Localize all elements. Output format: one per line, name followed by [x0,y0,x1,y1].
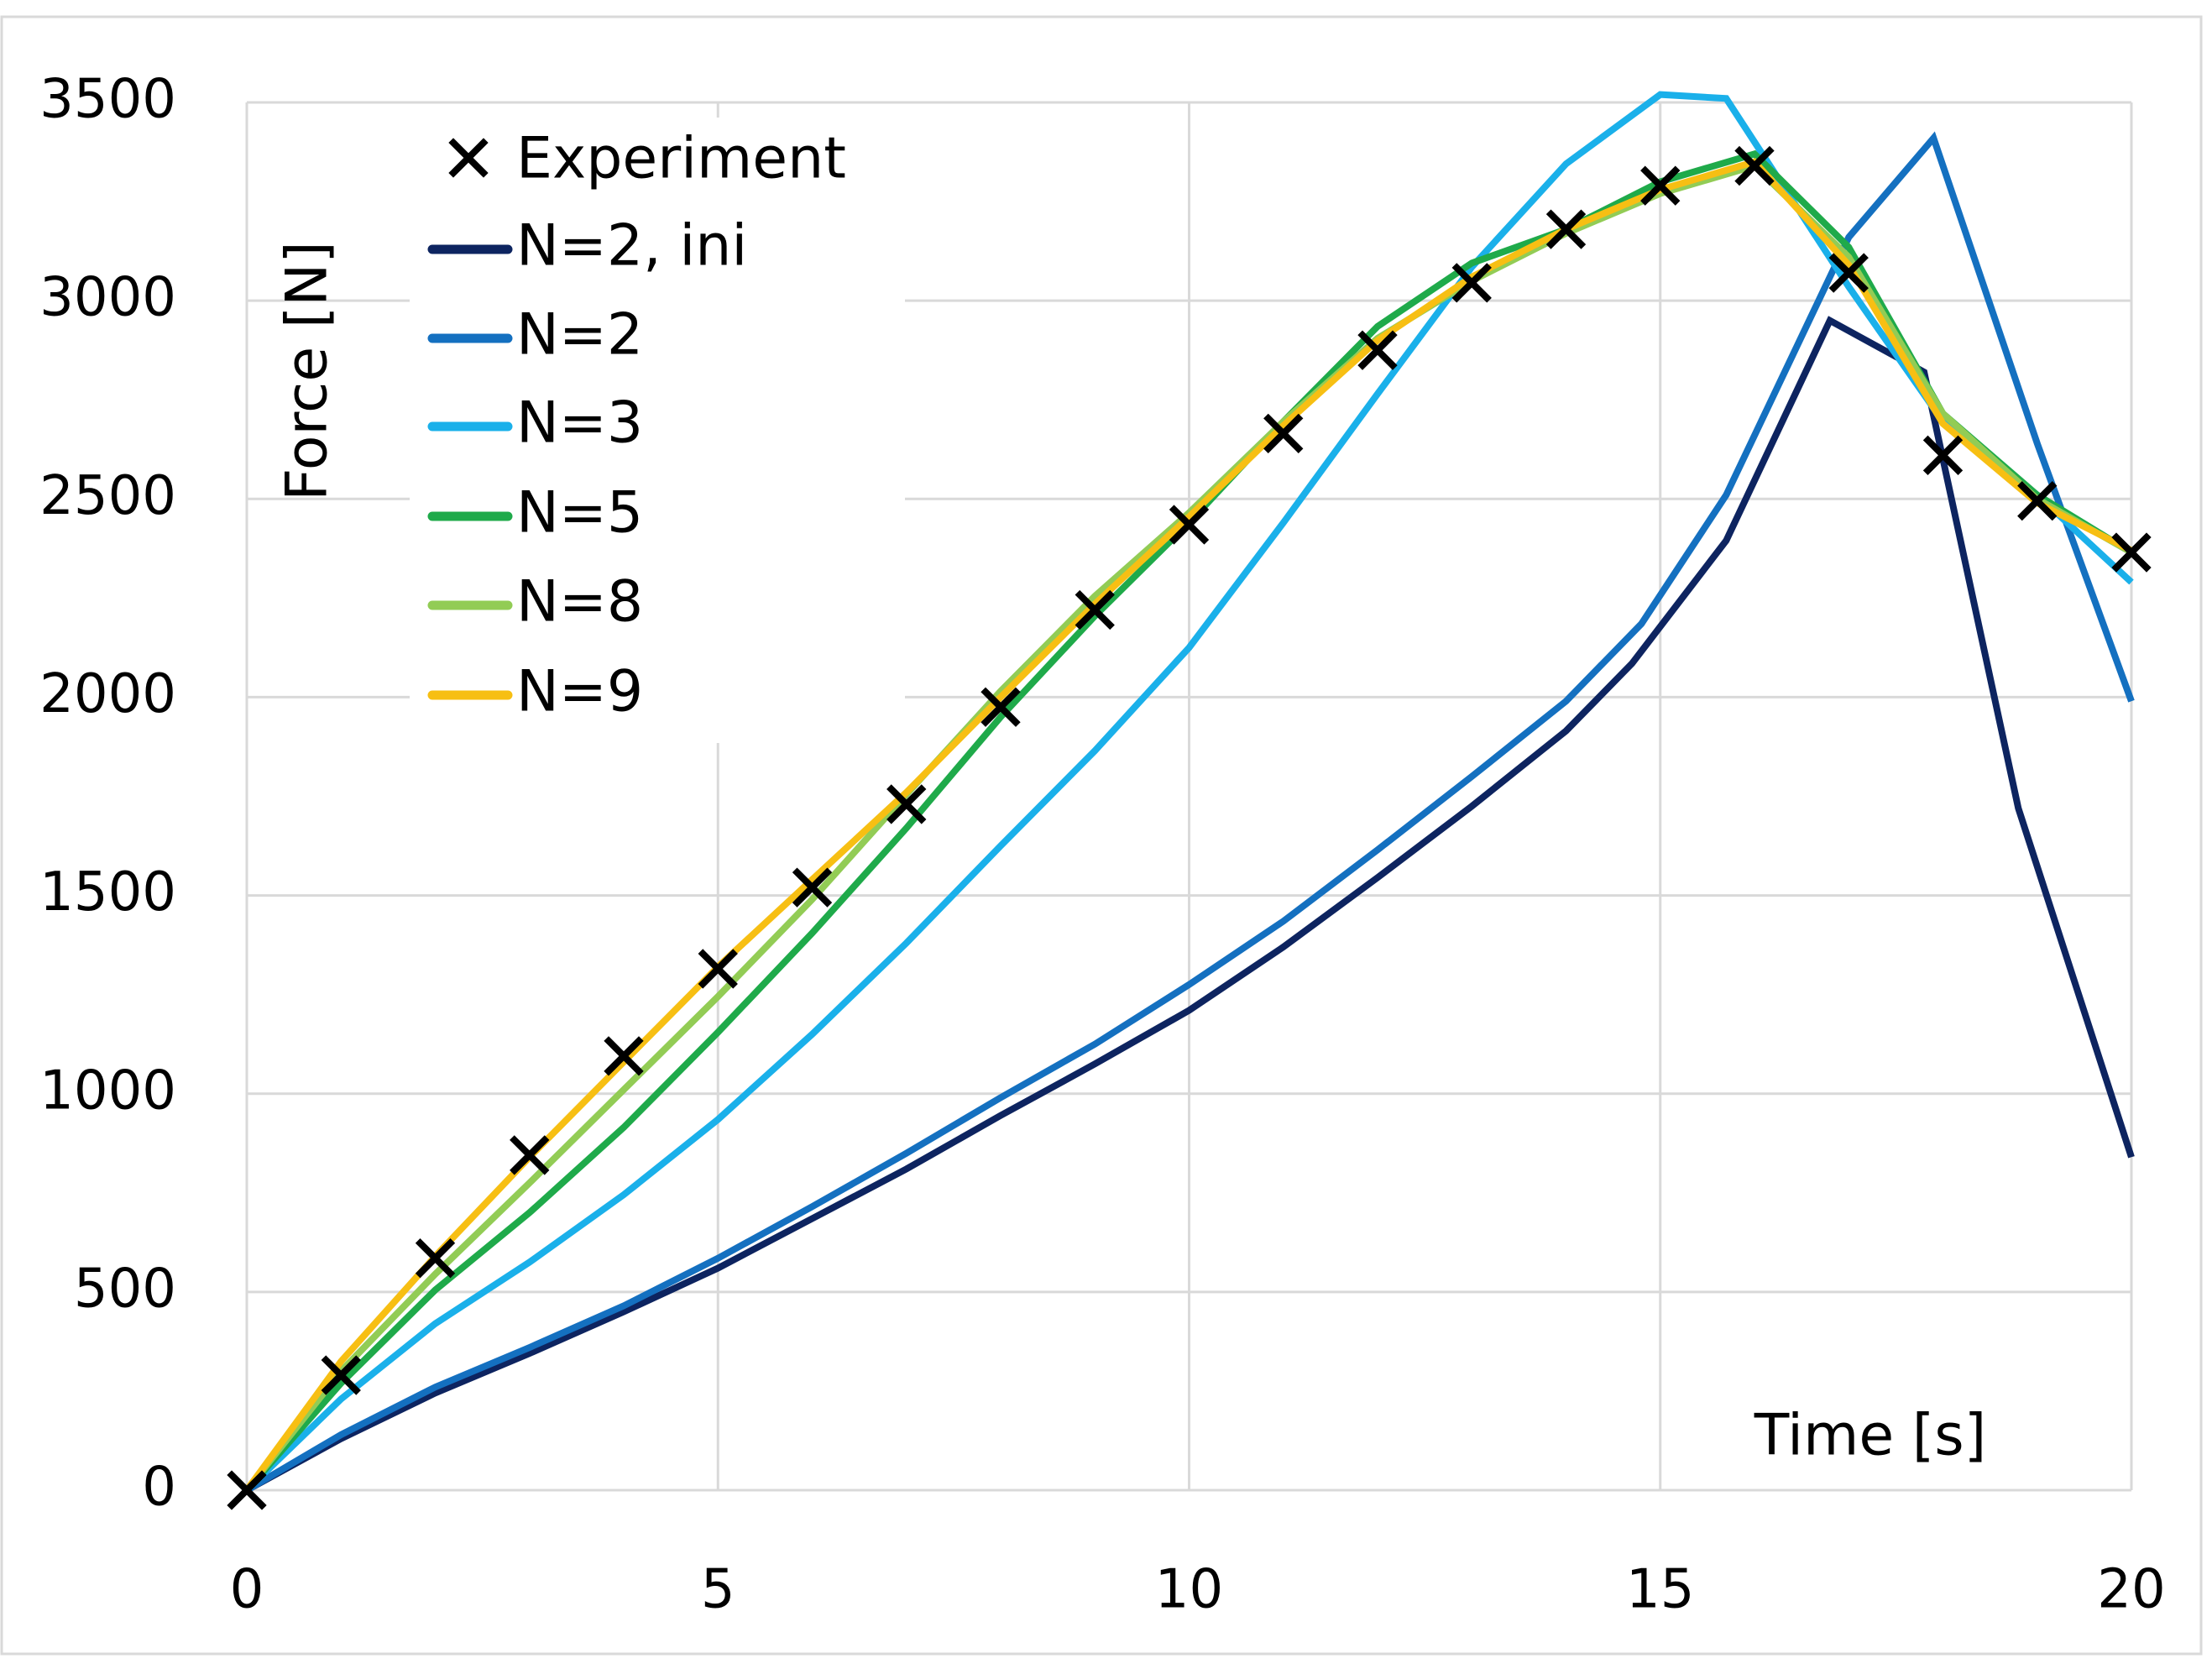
experiment-marker [1734,145,1775,186]
legend-item-n2-ini: N=2, ini [427,213,747,280]
experiment-marker [1263,413,1304,454]
experiment-marker [1545,209,1587,249]
experiment-marker [1075,589,1115,630]
y-tick-label-0: 0 [142,1457,176,1519]
experiment-marker [1451,263,1492,303]
legend-label-n9: N=9 [516,659,643,725]
series-lines [243,91,2135,1494]
legend-label-n8: N=8 [516,569,643,636]
y-tick-label-1000: 1000 [39,1059,176,1122]
legend-label-n3: N=3 [516,390,643,457]
y-tick-label-3500: 3500 [39,69,176,131]
legend-item-experiment: Experiment [448,126,846,192]
series-line-n-9 [243,158,2133,1493]
y-axis-title: Force [N] [275,241,341,501]
legend-item-n9: N=9 [427,659,643,725]
y-tick-label-3000: 3000 [39,267,176,329]
experiment-marker [321,1355,361,1395]
x-tick-label-0: 0 [230,1559,264,1621]
legend-label-experiment: Experiment [516,126,846,192]
legend-label-n2: N=2 [516,302,643,369]
y-tick-label-2500: 2500 [39,465,176,527]
experiment-marker [886,784,927,824]
x-tick-label-10: 10 [1155,1559,1223,1621]
x-tick-label-15: 15 [1626,1559,1694,1621]
experiment-marker [227,1470,267,1510]
experiment-marker [604,1036,644,1076]
experiment-markers [227,145,2152,1510]
legend-item-n8: N=8 [427,569,643,636]
series-line-n-2 [244,131,2135,1494]
y-tick-label-1500: 1500 [39,861,176,923]
experiment-marker [1922,435,1964,475]
legend-label-n5: N=5 [516,480,643,547]
legend: Experiment N=2, ini N=2 N=3 N=5 N=8 N=9 [410,118,905,743]
experiment-marker [1640,165,1681,206]
experiment-marker [1357,330,1398,370]
legend-item-n5: N=5 [427,480,643,547]
tick-labels: 0 500 1000 1500 2000 2500 3000 3500 0 5 10 15 20 [39,69,2166,1621]
experiment-marker [510,1135,550,1175]
experiment-marker [415,1238,456,1279]
legend-item-n2: N=2 [427,302,643,369]
experiment-marker [1169,505,1210,545]
x-axis-title: Time [s] [1754,1403,1987,1469]
experiment-marker [1828,253,1869,293]
series-line-n-2-ini [245,316,2135,1494]
legend-item-n3: N=3 [427,390,643,457]
legend-marker-experiment [448,138,489,178]
x-tick-label-20: 20 [2097,1559,2165,1621]
experiment-marker [2111,532,2152,573]
experiment-marker [792,867,833,908]
legend-label-n2-ini: N=2, ini [516,213,747,280]
x-tick-label-5: 5 [701,1559,735,1621]
experiment-marker [2017,480,2058,521]
y-tick-label-500: 500 [74,1258,176,1320]
experiment-marker [980,687,1021,727]
y-tick-label-2000: 2000 [39,663,176,725]
experiment-marker [698,949,738,989]
